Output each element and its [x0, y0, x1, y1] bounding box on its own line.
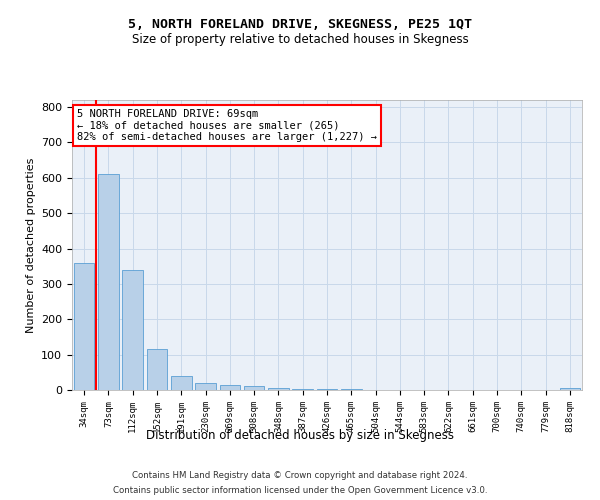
Bar: [268, 388, 289, 390]
Bar: [122, 270, 143, 390]
Bar: [560, 388, 580, 390]
Text: Contains public sector information licensed under the Open Government Licence v3: Contains public sector information licen…: [113, 486, 487, 495]
Text: Distribution of detached houses by size in Skegness: Distribution of detached houses by size …: [146, 428, 454, 442]
Y-axis label: Number of detached properties: Number of detached properties: [26, 158, 35, 332]
Bar: [171, 376, 191, 390]
Bar: [98, 174, 119, 390]
Bar: [146, 350, 167, 390]
Bar: [220, 384, 240, 390]
Text: Size of property relative to detached houses in Skegness: Size of property relative to detached ho…: [131, 32, 469, 46]
Bar: [74, 262, 94, 390]
Bar: [195, 383, 216, 390]
Text: Contains HM Land Registry data © Crown copyright and database right 2024.: Contains HM Land Registry data © Crown c…: [132, 471, 468, 480]
Text: 5 NORTH FORELAND DRIVE: 69sqm
← 18% of detached houses are smaller (265)
82% of : 5 NORTH FORELAND DRIVE: 69sqm ← 18% of d…: [77, 108, 377, 142]
Bar: [244, 386, 265, 390]
Bar: [292, 389, 313, 390]
Text: 5, NORTH FORELAND DRIVE, SKEGNESS, PE25 1QT: 5, NORTH FORELAND DRIVE, SKEGNESS, PE25 …: [128, 18, 472, 30]
